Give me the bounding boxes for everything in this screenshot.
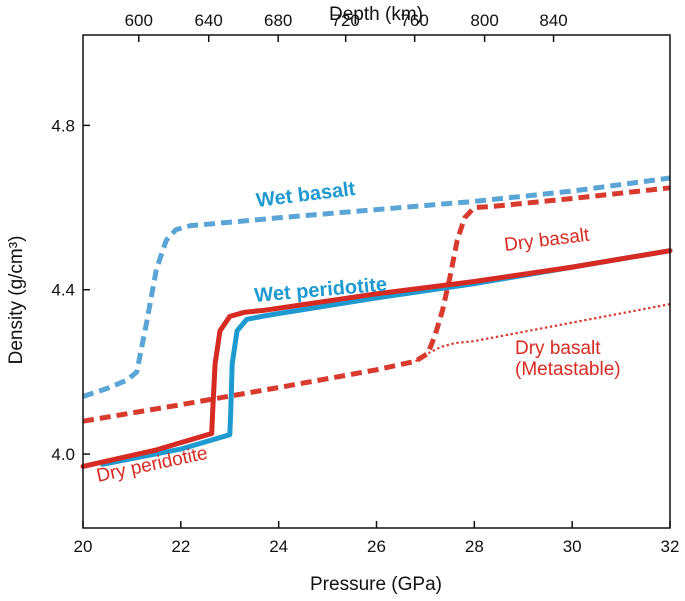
top-tick-label: 760 xyxy=(400,11,428,30)
top-tick-label: 640 xyxy=(195,11,223,30)
x-tick-label: 20 xyxy=(74,537,93,556)
y-tick-label: 4.4 xyxy=(51,281,75,300)
series-curves xyxy=(80,175,673,469)
annotation-wet-basalt: Wet basalt xyxy=(255,178,357,212)
y-axis-title: Density (g/cm³) xyxy=(6,236,27,365)
y-tick-label: 4.8 xyxy=(51,116,75,135)
top-tick-label: 680 xyxy=(264,11,292,30)
top-tick-label: 800 xyxy=(470,11,498,30)
annotation-dry-basalt: Dry basalt xyxy=(503,225,591,256)
annotation-metastable: (Metastable) xyxy=(515,359,621,380)
x-tick-label: 28 xyxy=(465,537,484,556)
top-tick-label: 840 xyxy=(539,11,567,30)
x-tick-label: 26 xyxy=(367,537,386,556)
top-tick-label: 600 xyxy=(125,11,153,30)
series-line-wet-basalt xyxy=(82,175,671,399)
top-axis-title: Depth (km) xyxy=(329,4,423,25)
axes: 20 22 24 26 28 30 32 600 640 680 720 760 800 840 4.0 4.… xyxy=(51,11,679,556)
series-line-dry-basalt xyxy=(82,185,671,424)
x-axis-title: Pressure (GPa) xyxy=(310,574,442,595)
x-tick-label: 24 xyxy=(269,537,288,556)
annotation-dry-basalt: Dry basalt xyxy=(515,338,601,359)
x-tick-label: 32 xyxy=(661,537,680,556)
y-tick-label: 4.0 xyxy=(51,445,75,464)
series-line-dry-peridotite xyxy=(80,248,673,469)
x-tick-label: 30 xyxy=(563,537,582,556)
x-tick-label: 22 xyxy=(171,537,190,556)
top-tick-label: 720 xyxy=(331,11,359,30)
